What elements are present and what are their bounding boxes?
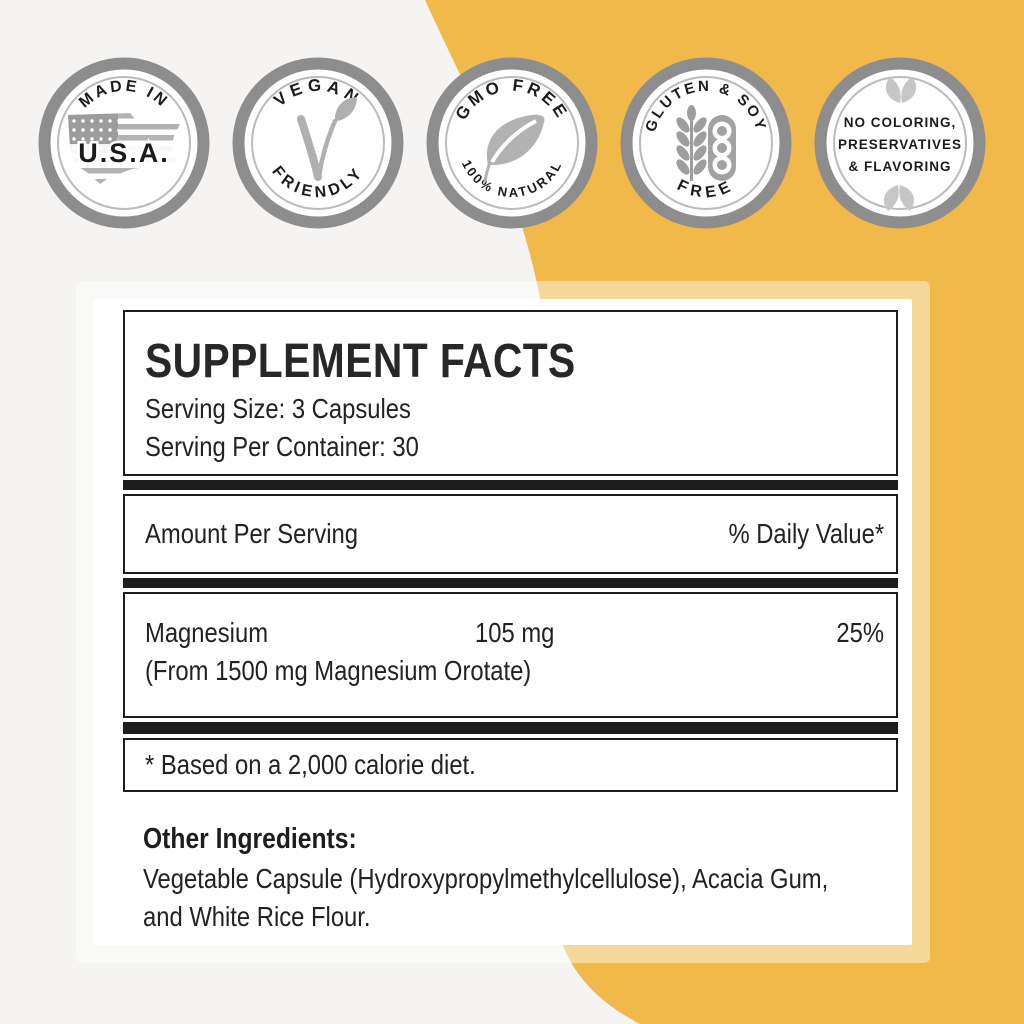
servings-per-container: Serving Per Container: 30 <box>145 431 419 462</box>
supplement-card-frame: SUPPLEMENT FACTS Serving Size: 3 Capsule… <box>76 281 930 963</box>
nutrient-row: Magnesium 105 mg 25% <box>145 614 884 652</box>
leaf-sprig-icon <box>885 77 917 103</box>
panel-title: SUPPLEMENT FACTS <box>145 335 576 388</box>
badge-inner-circle <box>57 76 191 210</box>
badge-gmo-free: GMO FREE 100% NATURAL <box>426 57 598 229</box>
usa-flag-map-icon: U.S.A. <box>66 113 182 184</box>
badge-made-in-usa: MADE IN <box>38 57 210 229</box>
column-headers-section: Amount Per Serving % Daily Value* <box>123 494 898 574</box>
badge-ring <box>232 57 404 229</box>
badge-text-line: & FLAVORING <box>849 159 952 174</box>
badge-gluten-soy-free: GLUTEN & SOY FREE <box>620 57 792 229</box>
other-ingredients: Other Ingredients: Vegetable Capsule (Hy… <box>143 818 892 936</box>
badge-vegan-friendly: VEGAN FRIENDLY <box>232 57 404 229</box>
footnote: * Based on a 2,000 calorie diet. <box>145 749 476 780</box>
badges-row: MADE IN <box>38 57 986 229</box>
badge-ring <box>620 57 792 229</box>
badge-center-text: U.S.A. <box>78 138 170 168</box>
leaf-icon <box>483 114 545 183</box>
badge-text-line: NO COLORING, <box>844 115 957 130</box>
amount-per-serving-header: Amount Per Serving <box>145 518 358 549</box>
divider-bar <box>123 578 898 588</box>
badge-text-line: PRESERVATIVES <box>838 137 962 152</box>
leaf-sprig-icon <box>883 185 915 211</box>
badge-no-additives: NO COLORING, PRESERVATIVES & FLAVORING <box>814 57 986 229</box>
badge-ring <box>814 57 986 229</box>
divider-bar <box>123 480 898 490</box>
facts-header-section: SUPPLEMENT FACTS Serving Size: 3 Capsule… <box>123 310 898 476</box>
badge-inner-circle <box>445 76 579 210</box>
nutrient-daily-value: 25% <box>836 617 884 648</box>
serving-size: Serving Size: 3 Capsules <box>145 393 411 424</box>
nutrient-amount: 105 mg <box>474 617 555 648</box>
nutrient-name: Magnesium <box>145 617 269 648</box>
daily-value-header: % Daily Value* <box>728 518 884 549</box>
nutrient-detail: (From 1500 mg Magnesium Orotate) <box>145 655 532 686</box>
badge-inner-circle <box>833 76 967 210</box>
divider-bar <box>123 722 898 734</box>
nutrient-row-section: Magnesium 105 mg 25% (From 1500 mg Magne… <box>123 592 898 718</box>
supplement-facts-box: SUPPLEMENT FACTS Serving Size: 3 Capsule… <box>123 310 898 792</box>
footnote-section: * Based on a 2,000 calorie diet. <box>123 738 898 792</box>
other-ingredients-line: Vegetable Capsule (Hydroxypropylmethylce… <box>143 863 829 894</box>
other-ingredients-title: Other Ingredients: <box>143 823 357 855</box>
supplement-card: SUPPLEMENT FACTS Serving Size: 3 Capsule… <box>94 299 912 945</box>
other-ingredients-line: and White Rice Flour. <box>143 901 371 932</box>
badge-inner-circle <box>251 76 385 210</box>
wheat-and-soy-pod-icon <box>676 105 736 181</box>
badge-inner-circle <box>639 76 773 210</box>
vegan-sprout-icon <box>297 97 357 181</box>
